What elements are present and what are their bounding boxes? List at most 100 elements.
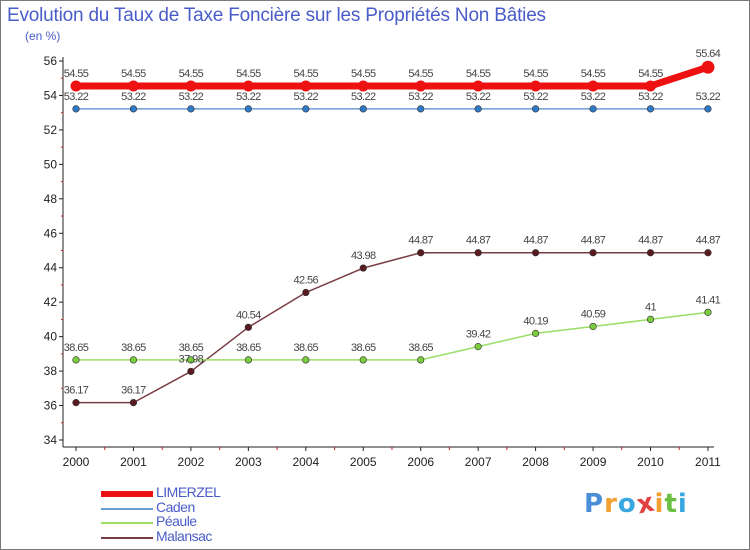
legend-label: LIMERZEL xyxy=(156,484,221,500)
data-label: 53.22 xyxy=(64,91,89,103)
data-point xyxy=(244,105,252,113)
legend-label: Péaule xyxy=(156,513,197,529)
axes: 34 36 38 40 42 44 46 48 50 52 54 56 2000 2001 2002 2003… xyxy=(44,54,722,469)
y-tick-label: 54 xyxy=(44,88,58,102)
data-point xyxy=(417,249,425,257)
x-tick-label: 2007 xyxy=(465,455,492,469)
data-point xyxy=(645,80,656,92)
data-label: 44.87 xyxy=(523,235,548,247)
series-line-limerzel xyxy=(72,63,712,90)
legend-label: Malansac xyxy=(156,527,212,544)
data-point xyxy=(474,249,482,257)
data-point xyxy=(359,105,367,113)
y-tick-label: 38 xyxy=(44,364,58,378)
data-label: 39.42 xyxy=(466,329,491,341)
legend-swatch xyxy=(101,507,153,510)
data-label: 36.17 xyxy=(121,385,146,397)
data-point xyxy=(300,80,312,92)
logo-letter: i xyxy=(677,489,688,519)
data-label: 38.65 xyxy=(294,342,319,354)
data-label: 53.22 xyxy=(408,91,433,103)
data-label: 43.98 xyxy=(351,250,376,262)
data-point xyxy=(302,288,310,297)
data-point xyxy=(646,105,655,113)
data-label: 54.55 xyxy=(466,68,491,80)
legend-item-limerzel: LIMERZEL xyxy=(101,484,301,501)
data-label: 53.22 xyxy=(466,91,491,103)
data-point xyxy=(359,356,367,364)
data-point xyxy=(127,80,139,92)
data-point xyxy=(587,80,599,92)
data-point xyxy=(70,80,82,92)
x-tick-label: 2004 xyxy=(292,455,319,469)
data-label: 54.55 xyxy=(581,68,606,80)
data-label: 37.98 xyxy=(179,353,204,365)
data-point xyxy=(357,80,369,92)
data-point xyxy=(646,315,655,324)
data-labels: 54.55 54.55 54.55 54.55 54.55 54.55 54.55 54.55… xyxy=(64,48,722,397)
data-label: 54.55 xyxy=(294,68,319,80)
data-label: 53.22 xyxy=(351,91,376,103)
y-tick-label: 34 xyxy=(44,433,58,447)
x-tick-label: 2006 xyxy=(407,455,434,469)
logo-letter: i xyxy=(654,489,665,519)
data-label: 55.64 xyxy=(696,48,721,60)
y-tick-label: 52 xyxy=(44,123,58,137)
data-label: 54.55 xyxy=(351,68,376,80)
series-line-péaule xyxy=(75,311,709,361)
data-point xyxy=(589,105,597,113)
data-label: 44.87 xyxy=(638,235,663,247)
data-point xyxy=(72,105,80,113)
data-point xyxy=(704,249,712,257)
data-label: 53.22 xyxy=(523,91,548,103)
data-point xyxy=(187,367,195,376)
x-tick-label: 2011 xyxy=(695,455,721,469)
data-point xyxy=(185,80,197,92)
data-point xyxy=(474,343,482,351)
data-label: 38.65 xyxy=(64,342,89,354)
data-point xyxy=(415,80,427,92)
data-point xyxy=(187,105,195,113)
data-label: 53.22 xyxy=(121,91,146,103)
data-label: 53.22 xyxy=(294,91,319,103)
y-tick-label: 44 xyxy=(44,261,58,275)
logo-letter: r xyxy=(604,489,618,519)
data-label: 38.65 xyxy=(236,342,261,354)
series-lines xyxy=(70,60,715,407)
data-point xyxy=(589,322,597,331)
data-point xyxy=(646,249,655,257)
legend: LIMERZEL Caden Péaule Malansac xyxy=(101,484,301,544)
data-label: 54.55 xyxy=(121,68,146,80)
data-point xyxy=(472,80,484,92)
data-point xyxy=(704,105,712,113)
data-label: 38.65 xyxy=(408,342,433,354)
x-tick-label: 2008 xyxy=(522,455,549,469)
y-tick-label: 36 xyxy=(44,399,58,413)
proxiti-logo: Proxiti xyxy=(584,487,688,520)
chart-title: Evolution du Taux de Taxe Foncière sur l… xyxy=(7,5,546,26)
data-label: 38.65 xyxy=(179,342,204,354)
data-point xyxy=(589,249,597,257)
x-tick-label: 2001 xyxy=(120,455,147,469)
data-label: 53.22 xyxy=(696,91,721,103)
data-label: 54.55 xyxy=(64,68,89,80)
data-label: 40.59 xyxy=(581,308,606,320)
legend-label: Caden xyxy=(156,498,195,515)
series-line-malansac xyxy=(75,251,709,404)
data-point xyxy=(72,356,80,364)
data-label: 54.55 xyxy=(236,68,261,80)
data-point xyxy=(187,356,195,364)
data-label: 54.55 xyxy=(408,68,433,80)
y-tick-label: 46 xyxy=(44,226,58,240)
x-tick-label: 2009 xyxy=(580,455,607,469)
data-point xyxy=(129,356,138,364)
logo-letter: P xyxy=(584,489,605,519)
y-tick-label: 40 xyxy=(44,330,58,344)
legend-swatch xyxy=(101,491,153,497)
x-tick-label: 2002 xyxy=(178,455,205,469)
data-label: 40.54 xyxy=(236,309,261,321)
x-tick-label: 2003 xyxy=(235,455,262,469)
data-point xyxy=(129,399,138,407)
data-label: 54.55 xyxy=(179,68,204,80)
